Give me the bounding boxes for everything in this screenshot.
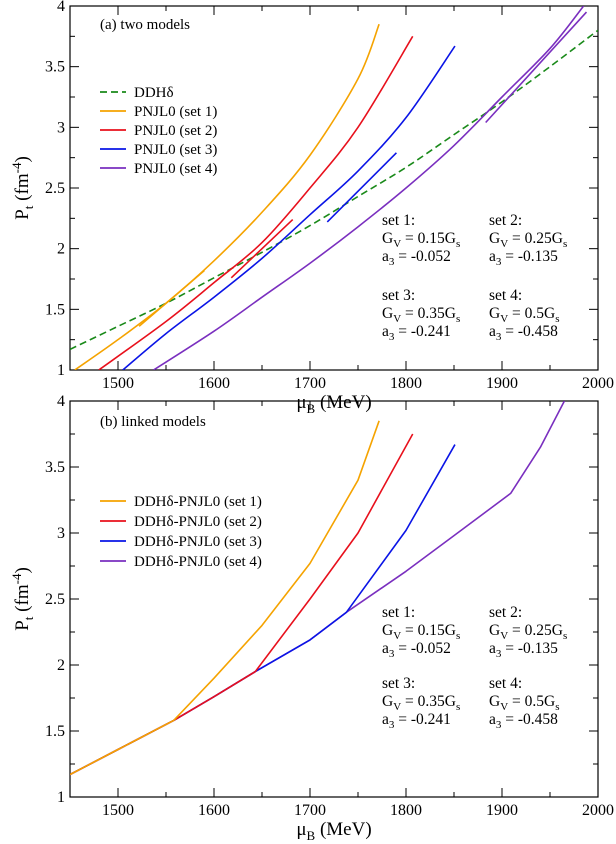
x-tick-label: 1800 <box>390 375 422 392</box>
y-axis-title: Pt (fm-4) <box>9 156 36 220</box>
plot-frame <box>69 400 599 798</box>
y-tick-label: 3.5 <box>45 459 65 476</box>
legend: DDHδ PNJL0 (set 1) PNJL0 (set 2) PNJL0 (set… <box>100 85 217 177</box>
legend-label-3: DDHδ-PNJL0 (set 3) <box>134 534 262 550</box>
param-set-label: set 4: <box>489 287 522 304</box>
series-line-1 <box>70 420 380 776</box>
y-axis-title: Pt (fm-4) <box>9 567 36 631</box>
series-line-2 <box>74 23 380 370</box>
param-a3: a3 = -0.052 <box>382 640 451 660</box>
legend-label-5: PNJL0 (set 4) <box>134 161 217 177</box>
param-set-label: set 3: <box>382 287 415 304</box>
series-line-3 <box>98 35 414 370</box>
x-tick-label: 1600 <box>198 802 230 819</box>
panel-b: 1500 1600 1700 1800 1900 2000 1 1.5 2 2.5 3 3.5 4 μB … <box>9 393 614 843</box>
y-tick-label: 4 <box>57 393 65 410</box>
legend-label-2: DDHδ-PNJL0 (set 2) <box>134 514 262 530</box>
x-tick-label: 1700 <box>294 375 326 392</box>
x-axis-title: μB (MeV) <box>296 819 371 843</box>
branch-line-4 <box>485 11 588 124</box>
x-tick-label: 1500 <box>102 802 134 819</box>
y-tick-label: 3 <box>57 525 65 542</box>
y-tick-label: 3.5 <box>45 59 65 76</box>
series-line-2 <box>70 433 414 776</box>
param-gv: GV = 0.35Gs <box>382 305 460 325</box>
param-a3: a3 = -0.458 <box>489 323 558 343</box>
param-gv: GV = 0.5Gs <box>489 305 560 325</box>
x-tick-label: 1500 <box>102 375 134 392</box>
legend-label-3: PNJL0 (set 2) <box>134 123 217 139</box>
x-axis-title: μB (MeV) <box>296 392 371 416</box>
param-set-label: set 2: <box>489 604 522 621</box>
y-tick-label: 3 <box>57 119 65 136</box>
param-gv: GV = 0.25Gs <box>489 622 567 642</box>
x-tick-label: 2000 <box>582 375 614 392</box>
branch-line-1 <box>138 269 205 327</box>
y-tick-label: 2 <box>57 241 65 258</box>
x-tick-label: 1600 <box>198 375 230 392</box>
data-layer <box>70 6 598 370</box>
param-gv: GV = 0.15Gs <box>382 622 460 642</box>
param-set-label: set 1: <box>382 604 415 621</box>
y-tick-label: 2 <box>57 657 65 674</box>
y-tick-label: 2.5 <box>45 180 65 197</box>
series-line-1 <box>70 29 598 351</box>
legend-label-1: DDHδ-PNJL0 (set 1) <box>134 494 262 510</box>
param-set-label: set 1: <box>382 212 415 229</box>
y-tick-label: 4 <box>57 0 65 15</box>
x-tick-label: 1900 <box>486 802 518 819</box>
legend: DDHδ-PNJL0 (set 1) DDHδ-PNJL0 (set 2) DDHδ… <box>100 494 262 570</box>
legend-label-4: DDHδ-PNJL0 (set 4) <box>134 554 262 570</box>
series-line-5 <box>153 6 585 370</box>
param-gv: GV = 0.35Gs <box>382 693 460 713</box>
param-a3: a3 = -0.241 <box>382 711 451 731</box>
panel-label: (b) linked models <box>100 414 206 430</box>
y-tick-label: 2.5 <box>45 591 65 608</box>
legend-label-2: PNJL0 (set 1) <box>134 104 217 120</box>
param-gv: GV = 0.15Gs <box>382 230 460 250</box>
y-tick-label: 1.5 <box>45 301 65 318</box>
series-line-4 <box>122 45 456 370</box>
param-set-label: set 2: <box>489 212 522 229</box>
param-a3: a3 = -0.135 <box>489 248 558 268</box>
param-set-label: set 4: <box>489 675 522 692</box>
y-tick-label: 1 <box>57 362 65 379</box>
y-tick-label: 1 <box>57 789 65 806</box>
x-tick-label: 1700 <box>294 802 326 819</box>
data-layer <box>70 401 566 776</box>
param-a3: a3 = -0.458 <box>489 711 558 731</box>
param-a3: a3 = -0.135 <box>489 640 558 660</box>
param-a3: a3 = -0.052 <box>382 248 451 268</box>
branch-line-2 <box>230 218 294 279</box>
x-tick-label: 1900 <box>486 375 518 392</box>
param-gv: GV = 0.5Gs <box>489 693 560 713</box>
panel-label: (a) two models <box>100 17 190 33</box>
y-tick-label: 1.5 <box>45 723 65 740</box>
x-tick-label: 2000 <box>582 802 614 819</box>
legend-label-4: PNJL0 (set 3) <box>134 142 217 158</box>
panel-a: 1500 1600 1700 1800 1900 2000 1 1.5 2 2.5 3 3.5 4 μB … <box>9 0 614 416</box>
param-gv: GV = 0.25Gs <box>489 230 567 250</box>
x-tick-label: 1800 <box>390 802 422 819</box>
legend-label-1: DDHδ <box>134 85 174 101</box>
param-set-label: set 3: <box>382 675 415 692</box>
branch-line-3 <box>326 152 397 223</box>
param-a3: a3 = -0.241 <box>382 323 451 343</box>
